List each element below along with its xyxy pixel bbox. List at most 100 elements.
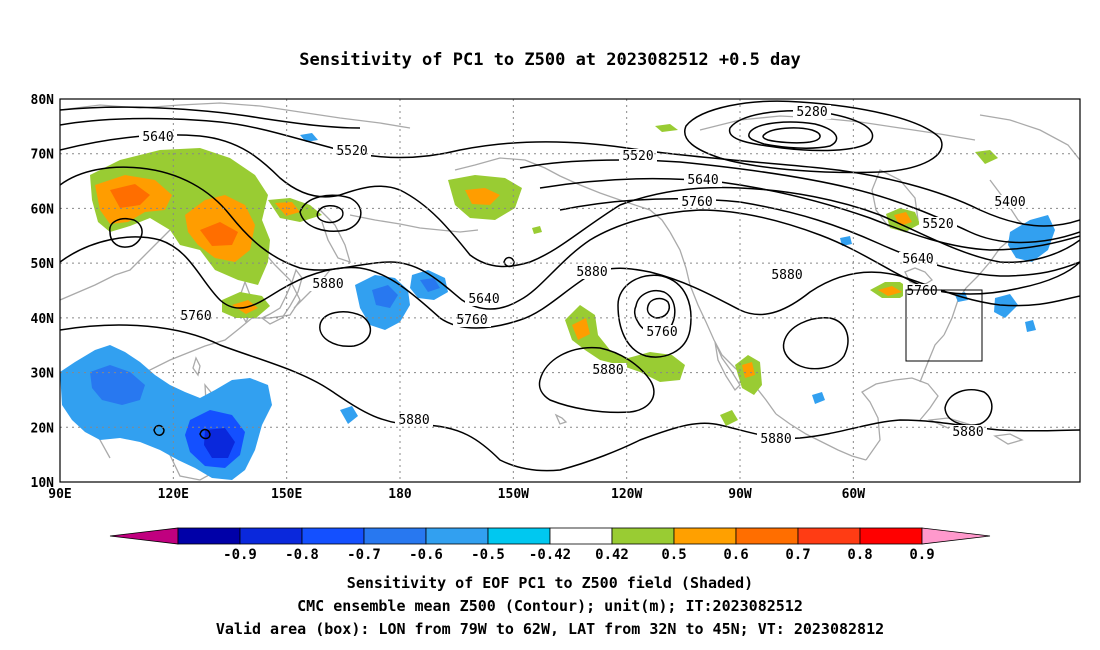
contour-5520-north — [60, 117, 1080, 227]
contour-arctic-low-2 — [728, 110, 874, 152]
colorbar-tick-label: 0.8 — [847, 547, 872, 563]
coast-baja — [714, 341, 741, 392]
pos-region-china-core-2 — [200, 222, 238, 246]
colorbar-tick-label: 0.7 — [785, 547, 810, 563]
plot-title: Sensitivity of PC1 to Z500 at 2023082512… — [299, 50, 801, 70]
contour-alaska-closed — [503, 256, 515, 268]
pos-region-mexico — [720, 410, 738, 426]
neg-region-florida — [812, 392, 825, 404]
contour-label: 5640 — [687, 173, 718, 188]
contour-label-bg — [757, 432, 795, 446]
contour-label-bg — [991, 195, 1029, 209]
lon-tick-label: 60W — [842, 487, 866, 502]
contour-5640-asia — [60, 134, 1080, 268]
contour-pacific-cutoff-1 — [617, 274, 692, 358]
contour-label: 5640 — [142, 130, 173, 145]
colorbar-swatch — [735, 527, 799, 545]
colorbar-tick-label: 0.6 — [723, 547, 748, 563]
pos-region-chukotka-core — [465, 188, 500, 205]
neg-region-pacific-2-core — [420, 278, 440, 292]
coast-greenland — [979, 114, 1080, 161]
pos-region-siberia-core — [275, 202, 300, 216]
contour-label: 5400 — [994, 195, 1025, 210]
coast-us-west — [689, 284, 777, 415]
coast-japan — [260, 268, 303, 325]
contour-label: 5880 — [576, 265, 607, 280]
contour-siberia-closed-1 — [299, 194, 362, 232]
gridlines — [60, 99, 1080, 482]
lat-tick-label: 20N — [31, 421, 55, 436]
contour-5880-lower — [60, 324, 1080, 472]
contour-siberia-closed-2 — [316, 205, 344, 224]
colorbar-tick-label: 0.9 — [909, 547, 934, 563]
contour-label: 5880 — [398, 413, 429, 428]
contour-asia-closed-low — [109, 218, 143, 248]
contour-subtropical-closed-1 — [319, 311, 372, 347]
neg-region-atlantic-3 — [1025, 320, 1036, 332]
neg-region-canada — [840, 236, 852, 246]
contour-arctic-low-4 — [762, 127, 821, 144]
lat-tick-label: 70N — [31, 148, 55, 163]
coast-florida — [919, 334, 945, 383]
coast-kamchatka — [319, 209, 351, 264]
contour-label-bg — [919, 217, 957, 231]
lat-tick-label: 50N — [31, 257, 55, 272]
contour-5880-main — [60, 236, 1080, 329]
contour-label-bg — [619, 149, 657, 163]
pos-region-greenland-1 — [975, 150, 998, 164]
colorbar-swatch — [425, 527, 489, 545]
caption-shading: Sensitivity of EOF PC1 to Z500 field (Sh… — [346, 574, 754, 592]
contour-label: 5760 — [646, 325, 677, 340]
contour-label-bg — [899, 252, 937, 266]
colorbar-swatch — [549, 527, 613, 545]
colorbar-swatch — [301, 527, 365, 545]
contour-arctic-low-3 — [748, 121, 838, 149]
coast-gulf — [861, 377, 939, 461]
contour-southern-pacific — [538, 346, 655, 414]
contour-labels: 5640 5520 5280 5520 5640 5760 5400 5520 5640 5760… — [139, 105, 1029, 447]
neg-region-sea-1 — [60, 345, 272, 480]
coast-hawaii — [554, 413, 568, 425]
contour-label: 5640 — [902, 252, 933, 267]
neg-region-atlantic-1 — [1008, 215, 1055, 262]
contour-arctic-low-1 — [684, 100, 943, 174]
contour-label: 5520 — [336, 144, 367, 159]
contour-label-bg — [793, 105, 831, 119]
lon-tick-label: 150E — [271, 487, 302, 502]
contour-label-bg — [177, 309, 215, 323]
contour-canada-5760 — [559, 197, 1080, 277]
coast-us-east — [943, 237, 1013, 336]
colorbar-swatch — [363, 527, 427, 545]
colorbar-tick-label: -0.9 — [223, 547, 257, 563]
colorbar-swatch — [859, 527, 923, 545]
contour-label-bg — [333, 144, 371, 158]
pos-region-pacific-trough — [565, 305, 685, 382]
colorbar-tick-label: -0.5 — [471, 547, 505, 563]
contour-label: 5880 — [771, 268, 802, 283]
lon-tick-label: 90W — [728, 487, 752, 502]
neg-region-sea-core-3 — [204, 428, 235, 458]
lon-tick-label: 120E — [158, 487, 189, 502]
contour-label: 5880 — [312, 277, 343, 292]
colorbar-tick-label: 0.5 — [661, 547, 686, 563]
colorbar-tick-label: -0.8 — [285, 547, 319, 563]
lon-tick-label: 180 — [388, 487, 412, 502]
lat-tick-label: 60N — [31, 202, 55, 217]
contour-label: 5520 — [922, 217, 953, 232]
contour-canada-5640 — [539, 177, 1080, 251]
lon-tick-label: 150W — [498, 487, 529, 502]
caption-valid-area: Valid area (box): LON from 79W to 62W, L… — [215, 620, 885, 638]
contour-label-bg — [453, 313, 491, 327]
contour-label: 5760 — [456, 313, 487, 328]
coast-mexico — [775, 413, 867, 461]
contour-label-bg — [589, 363, 627, 377]
colorbar-swatch — [673, 527, 737, 545]
contour-label-bg — [465, 292, 503, 306]
contour-pacific-cutoff-3 — [646, 297, 670, 319]
lat-tick-label: 80N — [31, 93, 55, 108]
contour-label-bg — [678, 195, 716, 209]
contour-label-bg — [309, 277, 347, 291]
contour-sea-closed-1 — [153, 424, 165, 436]
contour-label: 5760 — [180, 309, 211, 324]
pos-region-baja-core — [742, 362, 755, 378]
